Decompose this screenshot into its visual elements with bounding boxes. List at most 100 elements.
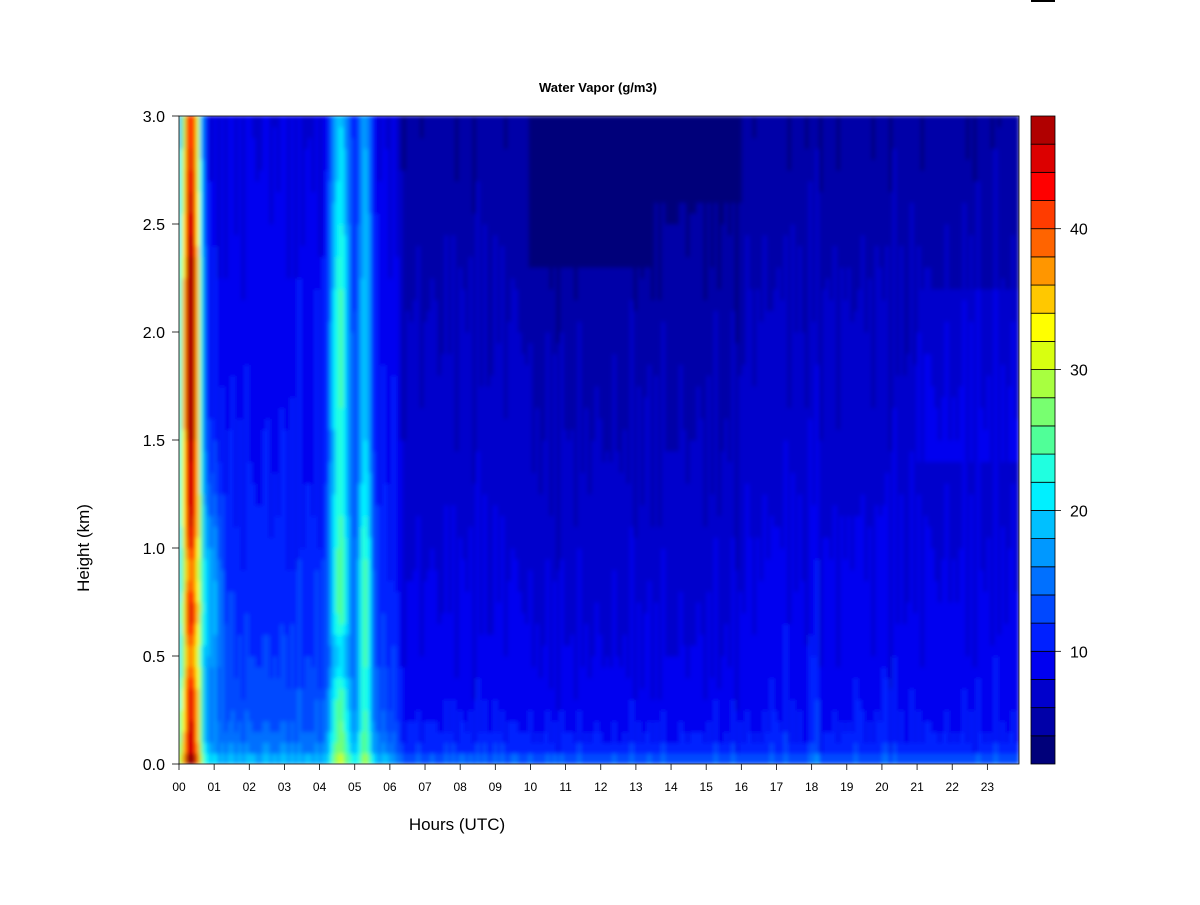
heatmap-cell bbox=[378, 687, 383, 700]
heatmap-cell bbox=[238, 450, 243, 463]
heatmap-cell bbox=[343, 116, 348, 128]
heatmap-cell bbox=[353, 363, 358, 376]
heatmap-cell bbox=[385, 731, 390, 743]
heatmap-cell bbox=[297, 353, 302, 365]
heatmap-cell bbox=[462, 288, 467, 301]
heatmap-cell bbox=[343, 245, 348, 257]
heatmap-cell bbox=[234, 342, 239, 355]
heatmap-cell bbox=[294, 601, 299, 614]
heatmap-cell bbox=[315, 407, 320, 419]
heatmap-cell bbox=[423, 515, 428, 527]
heatmap-cell bbox=[294, 255, 299, 268]
heatmap-cell bbox=[238, 331, 243, 344]
heatmap-cell bbox=[318, 147, 323, 160]
heatmap-cell bbox=[427, 309, 432, 322]
heatmap-cell bbox=[238, 579, 243, 592]
heatmap-cell bbox=[329, 731, 334, 743]
heatmap-cell bbox=[248, 579, 253, 592]
heatmap-cell bbox=[269, 612, 274, 625]
heatmap-cell bbox=[248, 720, 253, 733]
heatmap-cell bbox=[185, 687, 190, 700]
heatmap-cell bbox=[462, 579, 467, 592]
heatmap-cell bbox=[444, 450, 449, 463]
heatmap-cell bbox=[399, 569, 404, 581]
heatmap-cell bbox=[287, 558, 292, 571]
heatmap-cell bbox=[290, 590, 295, 603]
heatmap-cell bbox=[346, 223, 351, 236]
heatmap-cell bbox=[213, 569, 218, 581]
heatmap-cell bbox=[406, 601, 411, 614]
heatmap-cell bbox=[402, 471, 407, 484]
heatmap-cell bbox=[469, 731, 474, 743]
heatmap-cell bbox=[206, 666, 211, 679]
heatmap-cell bbox=[234, 569, 239, 581]
heatmap-cell bbox=[241, 547, 246, 560]
heatmap-cell bbox=[413, 234, 418, 247]
heatmap-cell bbox=[367, 579, 372, 592]
heatmap-cell bbox=[413, 439, 418, 452]
heatmap-cell bbox=[238, 245, 243, 257]
heatmap-cell bbox=[360, 353, 365, 365]
heatmap-cell bbox=[196, 655, 201, 668]
heatmap-cell bbox=[203, 601, 208, 614]
heatmap-cell bbox=[388, 450, 393, 463]
heatmap-cell bbox=[311, 374, 316, 387]
heatmap-cell bbox=[413, 536, 418, 549]
heatmap-cell bbox=[199, 612, 204, 625]
heatmap-cell bbox=[392, 504, 397, 517]
heatmap-cell bbox=[392, 677, 397, 689]
heatmap-cell bbox=[437, 137, 442, 149]
heatmap-cell bbox=[406, 482, 411, 495]
heatmap-cell bbox=[297, 666, 302, 679]
heatmap-cell bbox=[434, 666, 439, 679]
heatmap-cell bbox=[262, 374, 267, 387]
heatmap-cell bbox=[269, 731, 274, 743]
heatmap-cell bbox=[217, 234, 222, 247]
heatmap-cell bbox=[430, 147, 435, 160]
heatmap-cell bbox=[357, 482, 362, 495]
heatmap-cell bbox=[203, 191, 208, 203]
heatmap-cell bbox=[332, 687, 337, 700]
heatmap-cell bbox=[196, 374, 201, 387]
heatmap-cell bbox=[392, 644, 397, 657]
heatmap-cell bbox=[206, 255, 211, 268]
heatmap-cell bbox=[388, 655, 393, 668]
heatmap-cell bbox=[179, 461, 183, 473]
heatmap-cell bbox=[427, 666, 432, 679]
heatmap-cell bbox=[402, 277, 407, 290]
heatmap-cell bbox=[231, 342, 236, 355]
heatmap-cell bbox=[297, 579, 302, 592]
heatmap-cell bbox=[392, 666, 397, 679]
heatmap-cell bbox=[203, 666, 208, 679]
heatmap-cell bbox=[311, 633, 316, 646]
heatmap-cell bbox=[455, 482, 460, 495]
heatmap-cell bbox=[332, 579, 337, 592]
heatmap-cell bbox=[301, 299, 306, 311]
heatmap-cell bbox=[451, 515, 456, 527]
heatmap-cell bbox=[266, 385, 271, 398]
heatmap-cell bbox=[465, 731, 470, 743]
heatmap-cell bbox=[444, 255, 449, 268]
heatmap-cell bbox=[395, 299, 400, 311]
heatmap-cell bbox=[346, 623, 351, 635]
heatmap-cell bbox=[378, 525, 383, 538]
heatmap-cell bbox=[360, 320, 365, 333]
heatmap-cell bbox=[402, 536, 407, 549]
heatmap-cell bbox=[367, 590, 372, 603]
heatmap-cell bbox=[210, 353, 215, 365]
heatmap-cell bbox=[182, 126, 187, 139]
heatmap-cell bbox=[217, 342, 222, 355]
heatmap-cell bbox=[395, 633, 400, 646]
heatmap-cell bbox=[294, 612, 299, 625]
heatmap-cell bbox=[297, 428, 302, 441]
heatmap-cell bbox=[437, 331, 442, 344]
heatmap-cell bbox=[294, 223, 299, 236]
heatmap-cell bbox=[364, 374, 369, 387]
heatmap-cell bbox=[308, 644, 313, 657]
heatmap-cell bbox=[311, 201, 316, 214]
heatmap-cell bbox=[304, 579, 309, 592]
heatmap-cell bbox=[304, 644, 309, 657]
heatmap-cell bbox=[360, 644, 365, 657]
heatmap-cell bbox=[231, 385, 236, 398]
heatmap-cell bbox=[360, 147, 365, 160]
